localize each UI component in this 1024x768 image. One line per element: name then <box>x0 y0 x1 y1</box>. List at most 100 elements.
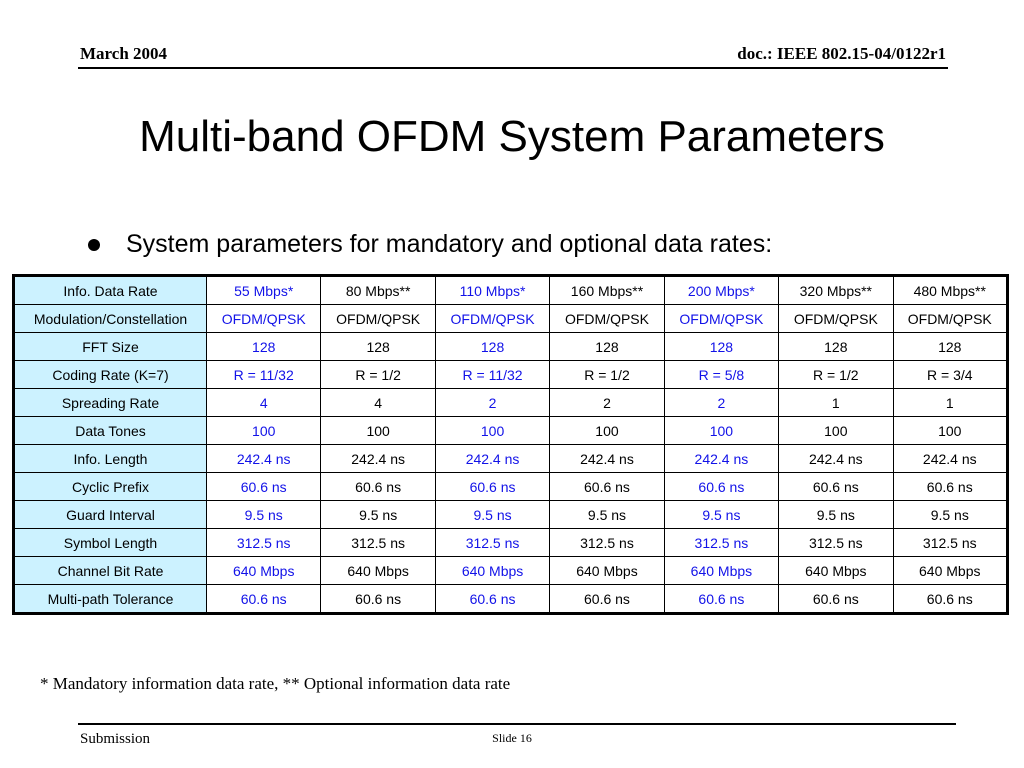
table-cell: 60.6 ns <box>663 584 780 614</box>
table-cell: 312.5 ns <box>778 528 894 557</box>
table-row: Modulation/Constellation OFDM/QPSK OFDM/QP… <box>13 304 1009 333</box>
table-cell: 9.5 ns <box>892 500 1009 529</box>
row-label: Info. Length <box>13 444 207 473</box>
table-cell: OFDM/QPSK <box>205 304 322 333</box>
header-rule <box>78 67 948 69</box>
row-label: FFT Size <box>13 332 207 361</box>
table-cell: OFDM/QPSK <box>320 304 436 333</box>
table-cell: 60.6 ns <box>778 472 894 501</box>
table-cell: 128 <box>320 332 436 361</box>
footer-submission: Submission <box>80 731 151 747</box>
table-cell: 9.5 ns <box>549 500 665 529</box>
bullet-item: System parameters for mandatory and opti… <box>88 230 772 259</box>
table-cell: 242.4 ns <box>892 444 1009 473</box>
table-cell: 640 Mbps <box>778 556 894 585</box>
header-doc-id: doc.: IEEE 802.15-04/0122r1 <box>737 44 946 63</box>
table-cell: 2 <box>663 388 780 417</box>
table-cell: 640 Mbps <box>663 556 780 585</box>
table-cell: 100 <box>205 416 322 445</box>
table-cell: 9.5 ns <box>434 500 551 529</box>
bullet-dot-icon <box>88 238 100 251</box>
table-row: Cyclic Prefix 60.6 ns 60.6 ns 60.6 ns 60.6 n… <box>13 472 1009 501</box>
table-cell: R = 11/32 <box>205 360 322 389</box>
table-cell: 640 Mbps <box>205 556 322 585</box>
table-cell: 242.4 ns <box>320 444 436 473</box>
table-cell: 100 <box>778 416 894 445</box>
slide-number: Slide 16 <box>492 731 532 745</box>
table-cell: 312.5 ns <box>320 528 436 557</box>
table-cell: 480 Mbps** <box>892 275 1009 305</box>
table-cell: 60.6 ns <box>434 472 551 501</box>
table-cell: 9.5 ns <box>663 500 780 529</box>
table-cell: 312.5 ns <box>549 528 665 557</box>
table-cell: 128 <box>892 332 1009 361</box>
table-cell: 110 Mbps* <box>434 275 551 305</box>
row-label: Spreading Rate <box>13 388 207 417</box>
table-cell: R = 1/2 <box>778 360 894 389</box>
row-label: Cyclic Prefix <box>13 472 207 501</box>
table-cell: 312.5 ns <box>434 528 551 557</box>
row-label: Channel Bit Rate <box>13 556 207 585</box>
table-cell: 2 <box>549 388 665 417</box>
table-cell: OFDM/QPSK <box>892 304 1009 333</box>
table-row: Guard Interval 9.5 ns 9.5 ns 9.5 ns 9.5 ns 9.… <box>13 500 1009 529</box>
table-cell: R = 3/4 <box>892 360 1009 389</box>
row-label: Symbol Length <box>13 528 207 557</box>
table-cell: 242.4 ns <box>205 444 322 473</box>
table-cell: 128 <box>205 332 322 361</box>
table-cell: R = 1/2 <box>549 360 665 389</box>
footer-rule <box>78 723 956 725</box>
parameters-table: Info. Data Rate 55 Mbps* 80 Mbps** 110 Mbps… <box>12 274 1009 615</box>
table-cell: 60.6 ns <box>549 472 665 501</box>
row-label: Info. Data Rate <box>13 275 207 305</box>
table-cell: OFDM/QPSK <box>549 304 665 333</box>
table-cell: 128 <box>663 332 780 361</box>
table-cell: 100 <box>320 416 436 445</box>
row-label: Guard Interval <box>13 500 207 529</box>
table-cell: 100 <box>892 416 1009 445</box>
table-cell: 80 Mbps** <box>320 275 436 305</box>
slide-title: Multi-band OFDM System Parameters <box>139 112 885 161</box>
table-cell: 60.6 ns <box>892 472 1009 501</box>
table-row: FFT Size 128 128 128 128 128 128 128 <box>13 332 1009 361</box>
table-cell: 312.5 ns <box>892 528 1009 557</box>
table-row: Data Tones 100 100 100 100 100 100 100 <box>13 416 1009 445</box>
table-cell: 60.6 ns <box>434 584 551 614</box>
table-cell: 9.5 ns <box>320 500 436 529</box>
table-cell: 100 <box>663 416 780 445</box>
table-cell: OFDM/QPSK <box>434 304 551 333</box>
table-cell: 60.6 ns <box>778 584 894 614</box>
table-cell: 60.6 ns <box>663 472 780 501</box>
table-cell: 1 <box>892 388 1009 417</box>
header-date: March 2004 <box>80 44 168 63</box>
table-row: Channel Bit Rate 640 Mbps 640 Mbps 640 Mbps… <box>13 556 1009 585</box>
table-cell: 640 Mbps <box>892 556 1009 585</box>
table-row: Info. Length 242.4 ns 242.4 ns 242.4 ns 242.… <box>13 444 1009 473</box>
table-row: Multi-path Tolerance 60.6 ns 60.6 ns 60.6 n… <box>13 584 1009 614</box>
table-cell: 60.6 ns <box>549 584 665 614</box>
table-cell: 128 <box>434 332 551 361</box>
row-label: Multi-path Tolerance <box>13 584 207 614</box>
parameters-table-body: Info. Data Rate 55 Mbps* 80 Mbps** 110 Mbps… <box>13 275 1009 614</box>
table-cell: 320 Mbps** <box>778 275 894 305</box>
table-cell: 312.5 ns <box>205 528 322 557</box>
table-cell: 100 <box>434 416 551 445</box>
row-label: Modulation/Constellation <box>13 304 207 333</box>
table-cell: R = 1/2 <box>320 360 436 389</box>
table-cell: 640 Mbps <box>549 556 665 585</box>
table-cell: 242.4 ns <box>434 444 551 473</box>
table-cell: 60.6 ns <box>205 584 322 614</box>
table-cell: R = 5/8 <box>663 360 780 389</box>
table-cell: 1 <box>778 388 894 417</box>
table-cell: 242.4 ns <box>663 444 780 473</box>
table-cell: 60.6 ns <box>320 584 436 614</box>
table-cell: 2 <box>434 388 551 417</box>
table-cell: 60.6 ns <box>892 584 1009 614</box>
table-cell: 128 <box>549 332 665 361</box>
table-cell: OFDM/QPSK <box>778 304 894 333</box>
table-cell: 60.6 ns <box>205 472 322 501</box>
table-cell: 128 <box>778 332 894 361</box>
table-cell: 4 <box>205 388 322 417</box>
table-cell: 242.4 ns <box>778 444 894 473</box>
table-cell: 9.5 ns <box>778 500 894 529</box>
